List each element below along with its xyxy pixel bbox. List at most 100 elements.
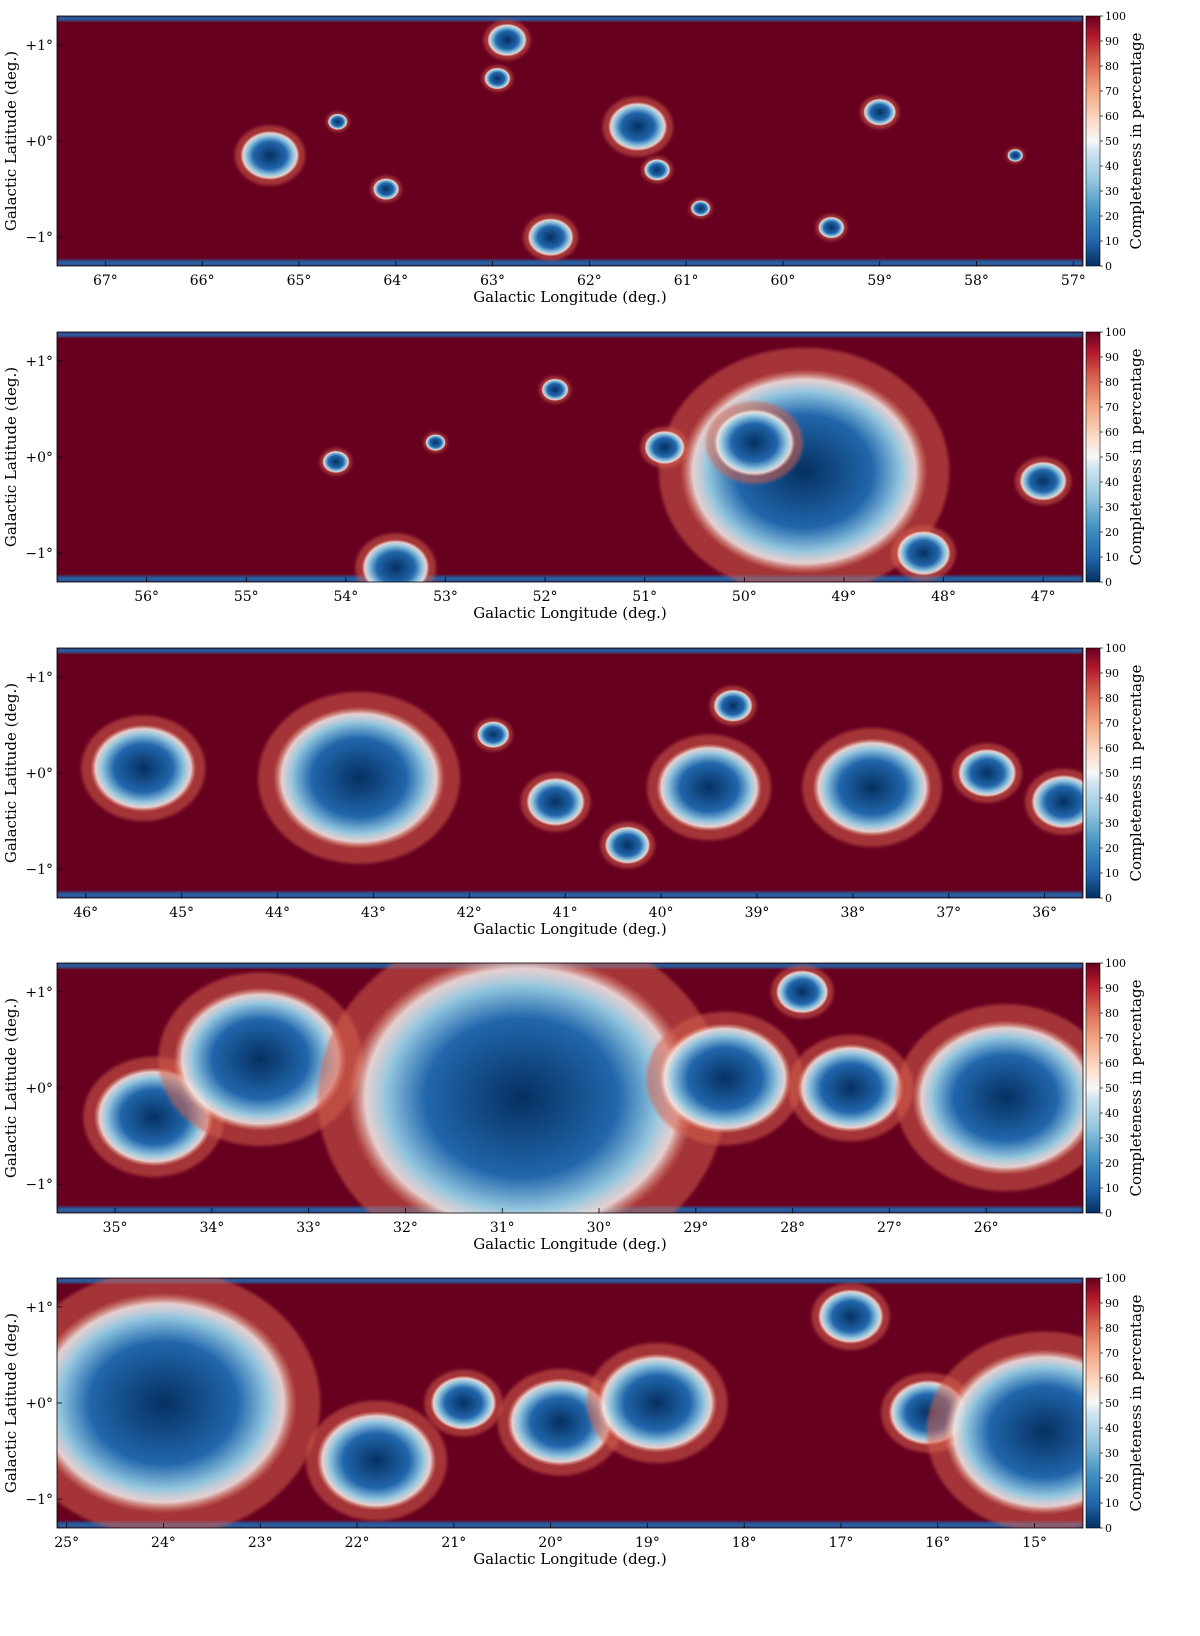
x-tick-label: 60° — [771, 273, 796, 289]
low-completeness-region-7 — [541, 378, 569, 402]
low-completeness-region-11 — [863, 98, 897, 126]
colorbar-tick-label: 100 — [1105, 10, 1126, 23]
colorbar-tick-label: 60 — [1105, 1057, 1119, 1070]
colorbar-tick-label: 0 — [1105, 576, 1112, 589]
x-tick-label: 18° — [732, 1535, 757, 1551]
x-tick-label: 58° — [964, 273, 989, 289]
colorbar-tick-label: 10 — [1105, 867, 1119, 880]
low-completeness-region-8 — [944, 1349, 1083, 1515]
x-tick-label: 29° — [683, 1220, 708, 1236]
colorbar-tick-label: 10 — [1105, 551, 1119, 564]
y-axis-label: Galactic Latitude (deg.) — [2, 998, 20, 1178]
x-axis-label: Galactic Longitude (deg.) — [473, 1235, 667, 1253]
y-axis-label: Galactic Latitude (deg.) — [2, 683, 20, 863]
x-tick-label: 47° — [1031, 589, 1056, 605]
low-completeness-region-6 — [425, 434, 446, 452]
y-tick-label: −1° — [25, 1177, 53, 1193]
x-tick-label: 32° — [393, 1220, 418, 1236]
heatmap-area — [57, 332, 1083, 582]
x-tick-label: 37° — [936, 905, 961, 921]
low-completeness-region-5 — [597, 1353, 718, 1453]
low-completeness-region-3 — [896, 530, 952, 576]
x-tick-label: 35° — [103, 1220, 128, 1236]
colorbar-tick-label: 80 — [1105, 1007, 1119, 1020]
edge-bottom — [57, 576, 1083, 582]
y-tick-label: −1° — [25, 862, 53, 878]
x-tick-label: 23° — [248, 1535, 273, 1551]
x-tick-label: 20° — [538, 1535, 563, 1551]
low-completeness-region-7 — [607, 101, 668, 152]
colorbar-tick-label: 30 — [1105, 1132, 1119, 1145]
low-completeness-region-2 — [173, 987, 348, 1131]
low-completeness-region-5 — [322, 450, 350, 474]
colorbar-gradient — [1085, 331, 1101, 583]
colorbar-tick-label: 50 — [1105, 1397, 1119, 1410]
heatmap-area — [57, 648, 1083, 898]
colorbar-gradient — [1085, 1277, 1101, 1529]
colorbar-tick-label: 50 — [1105, 767, 1119, 780]
colorbar-tick-label: 50 — [1105, 1082, 1119, 1095]
colorbar-tick-label: 20 — [1105, 526, 1119, 539]
colorbar-tick-label: 20 — [1105, 1157, 1119, 1170]
x-tick-label: 28° — [780, 1220, 805, 1236]
colorbar-label: Completeness in percentage — [1127, 979, 1145, 1196]
low-completeness-region-2 — [316, 1411, 437, 1511]
colorbar-tick-label: 50 — [1105, 135, 1119, 148]
low-completeness-region-6 — [713, 689, 753, 723]
low-completeness-region-9 — [1019, 461, 1068, 501]
y-tick-label: −1° — [25, 546, 53, 562]
x-tick-label: 59° — [867, 273, 892, 289]
panel-2: 56° 55° 54° 53° 52° 51° 50° 49° 48° 47° Galactic L… — [2, 326, 1145, 622]
colorbar-tick-label: 0 — [1105, 892, 1112, 905]
colorbar-gradient — [1085, 647, 1101, 899]
x-tick-label: 45° — [169, 905, 194, 921]
colorbar-gradient — [1085, 962, 1101, 1214]
x-axis-label: Galactic Longitude (deg.) — [473, 920, 667, 938]
colorbar-gradient — [1085, 15, 1101, 267]
x-tick-label: 65° — [287, 273, 312, 289]
heatmap-area — [57, 1278, 1083, 1528]
x-tick-label: 67° — [93, 273, 118, 289]
colorbar-tick-label: 60 — [1105, 110, 1119, 123]
colorbar-tick-label: 90 — [1105, 1297, 1119, 1310]
edge-top — [57, 648, 1083, 653]
low-completeness-region-8 — [812, 738, 932, 837]
colorbar-tick-label: 70 — [1105, 401, 1119, 414]
x-tick-label: 25° — [54, 1535, 79, 1551]
x-tick-label: 43° — [361, 905, 386, 921]
colorbar-tick-label: 80 — [1105, 60, 1119, 73]
colorbar-tick-label: 30 — [1105, 185, 1119, 198]
colorbar-tick-label: 70 — [1105, 85, 1119, 98]
low-completeness-region-3 — [476, 720, 510, 749]
colorbar-label: Completeness in percentage — [1127, 348, 1145, 565]
heatmap-area — [57, 16, 1083, 266]
colorbar-tick-label: 80 — [1105, 692, 1119, 705]
colorbar-tick-label: 40 — [1105, 1422, 1119, 1435]
colorbar-tick-label: 30 — [1105, 817, 1119, 830]
heatmap-area — [57, 963, 1083, 1213]
y-axis-label: Galactic Latitude (deg.) — [2, 367, 20, 547]
low-completeness-region-1 — [57, 1292, 298, 1514]
low-completeness-region-12 — [1007, 148, 1024, 163]
y-tick-label: +0° — [25, 450, 53, 466]
y-tick-label: +1° — [25, 38, 53, 54]
low-completeness-region-2 — [273, 706, 446, 849]
edge-bottom — [57, 260, 1083, 266]
y-tick-label: +1° — [25, 670, 53, 686]
x-tick-label: 24° — [151, 1535, 176, 1551]
x-tick-label: 55° — [234, 589, 259, 605]
x-tick-label: 50° — [732, 589, 757, 605]
colorbar-tick-label: 60 — [1105, 426, 1119, 439]
colorbar-tick-label: 90 — [1105, 35, 1119, 48]
x-tick-label: 40° — [649, 905, 674, 921]
colorbar-tick-label: 40 — [1105, 792, 1119, 805]
low-completeness-region-4 — [484, 67, 511, 90]
colorbar-tick-label: 70 — [1105, 1032, 1119, 1045]
low-completeness-region-1 — [90, 724, 197, 812]
edge-bottom — [57, 892, 1083, 898]
low-completeness-region-5 — [797, 1043, 905, 1133]
x-tick-label: 46° — [73, 905, 98, 921]
colorbar-tick-label: 90 — [1105, 351, 1119, 364]
colorbar-tick-label: 100 — [1105, 326, 1126, 339]
